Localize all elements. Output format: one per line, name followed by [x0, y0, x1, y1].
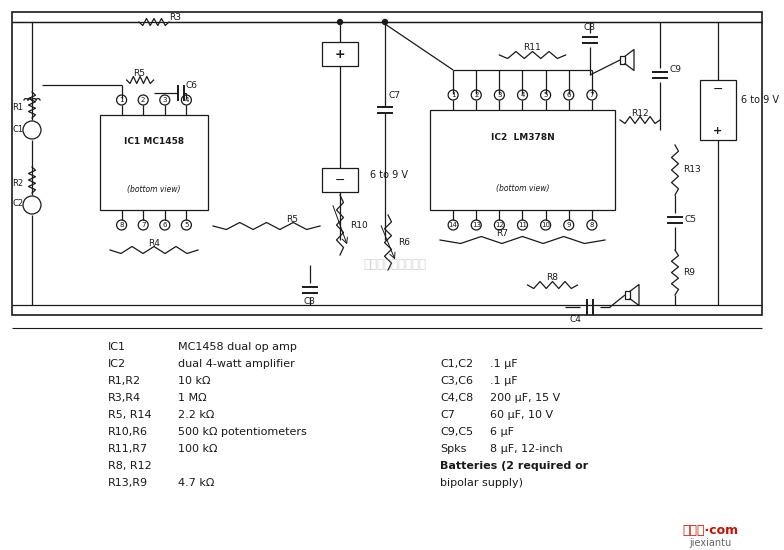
- Text: R11,R7: R11,R7: [108, 444, 148, 454]
- Text: .1 μF: .1 μF: [490, 376, 517, 386]
- Bar: [100, 115, 208, 210]
- Text: MC1458 dual op amp: MC1458 dual op amp: [178, 342, 297, 352]
- Bar: [700, 80, 736, 140]
- Circle shape: [337, 19, 343, 25]
- Bar: [619, 56, 625, 64]
- Text: C2: C2: [13, 200, 24, 208]
- Text: R6: R6: [398, 238, 410, 247]
- Text: 7: 7: [590, 92, 594, 98]
- Text: C9: C9: [670, 65, 682, 74]
- Text: 200 μF, 15 V: 200 μF, 15 V: [490, 393, 561, 403]
- Text: C1,C2: C1,C2: [440, 359, 473, 369]
- Text: Batteries (2 required or: Batteries (2 required or: [440, 461, 588, 471]
- Text: 500 kΩ potentiometers: 500 kΩ potentiometers: [178, 427, 307, 437]
- Text: R5: R5: [286, 214, 298, 223]
- Text: 6 to 9 V: 6 to 9 V: [370, 170, 408, 180]
- Text: R13: R13: [683, 166, 701, 174]
- Text: R1: R1: [13, 103, 24, 113]
- Text: C4,C8: C4,C8: [440, 393, 474, 403]
- Text: R8: R8: [546, 273, 558, 283]
- Circle shape: [383, 19, 387, 25]
- Bar: [322, 42, 358, 66]
- Text: 11: 11: [518, 222, 527, 228]
- Text: (bottom view): (bottom view): [127, 185, 181, 194]
- Text: C9,C5: C9,C5: [440, 427, 473, 437]
- Text: C4: C4: [569, 316, 581, 324]
- Text: 1: 1: [119, 97, 124, 103]
- Text: C3,C6: C3,C6: [440, 376, 473, 386]
- Text: C7: C7: [389, 91, 401, 100]
- Text: +: +: [713, 126, 723, 136]
- Text: 3: 3: [497, 92, 502, 98]
- Text: 14: 14: [448, 222, 458, 228]
- Text: 10: 10: [541, 222, 550, 228]
- Text: R12: R12: [631, 108, 649, 118]
- Text: R10,R6: R10,R6: [108, 427, 148, 437]
- Text: R5: R5: [133, 69, 146, 78]
- Text: R2: R2: [13, 179, 24, 188]
- Text: 5: 5: [543, 92, 548, 98]
- Text: R3: R3: [169, 13, 181, 22]
- Text: R8, R12: R8, R12: [108, 461, 152, 471]
- Text: 4: 4: [521, 92, 524, 98]
- Text: 4.7 kΩ: 4.7 kΩ: [178, 478, 214, 488]
- Text: jiexiantu: jiexiantu: [689, 538, 731, 548]
- Text: C3: C3: [304, 298, 316, 306]
- Bar: [430, 110, 615, 210]
- Text: +: +: [335, 47, 345, 60]
- Text: 12: 12: [495, 222, 504, 228]
- Bar: [322, 168, 358, 192]
- Text: C8: C8: [584, 24, 596, 32]
- Text: 1 MΩ: 1 MΩ: [178, 393, 207, 403]
- Bar: [625, 292, 630, 299]
- Text: C6: C6: [185, 81, 198, 91]
- Text: C7: C7: [440, 410, 455, 420]
- Text: 4: 4: [184, 97, 189, 103]
- Text: 2: 2: [141, 97, 145, 103]
- Text: 析蒙睛科技有限公司: 析蒙睛科技有限公司: [364, 258, 426, 272]
- Text: (bottom view): (bottom view): [495, 184, 550, 192]
- Text: 2.2 kΩ: 2.2 kΩ: [178, 410, 214, 420]
- Text: R7: R7: [496, 228, 509, 238]
- Text: R3,R4: R3,R4: [108, 393, 141, 403]
- Text: IC1: IC1: [108, 342, 126, 352]
- Text: 8 μF, 12-inch: 8 μF, 12-inch: [490, 444, 563, 454]
- Text: 10 kΩ: 10 kΩ: [178, 376, 210, 386]
- Text: C1: C1: [13, 124, 24, 134]
- Text: Spks: Spks: [440, 444, 466, 454]
- Text: 6: 6: [567, 92, 571, 98]
- Text: 6: 6: [162, 222, 167, 228]
- Text: 8: 8: [590, 222, 594, 228]
- Bar: [12, 12, 762, 315]
- Text: 6 to 9 V: 6 to 9 V: [741, 95, 779, 105]
- Text: 接线图·com: 接线图·com: [682, 524, 738, 536]
- Text: .1 μF: .1 μF: [490, 359, 517, 369]
- Text: bipolar supply): bipolar supply): [440, 478, 523, 488]
- Text: 7: 7: [141, 222, 146, 228]
- Text: R11: R11: [524, 43, 542, 52]
- Text: R4: R4: [148, 239, 160, 248]
- Text: 1: 1: [451, 92, 456, 98]
- Text: R10: R10: [350, 221, 368, 229]
- Text: IC2  LM378N: IC2 LM378N: [491, 134, 554, 142]
- Text: C5: C5: [685, 216, 697, 224]
- Text: −: −: [713, 82, 724, 96]
- Text: R13,R9: R13,R9: [108, 478, 148, 488]
- Text: 6 μF: 6 μF: [490, 427, 514, 437]
- Text: 8: 8: [119, 222, 124, 228]
- Text: −: −: [335, 173, 345, 186]
- Text: IC1 MC1458: IC1 MC1458: [124, 137, 184, 146]
- Text: R9: R9: [683, 268, 695, 277]
- Text: 60 μF, 10 V: 60 μF, 10 V: [490, 410, 554, 420]
- Text: 100 kΩ: 100 kΩ: [178, 444, 217, 454]
- Text: R1,R2: R1,R2: [108, 376, 141, 386]
- Text: dual 4-watt amplifier: dual 4-watt amplifier: [178, 359, 295, 369]
- Text: IC2: IC2: [108, 359, 126, 369]
- Text: 9: 9: [567, 222, 571, 228]
- Text: 5: 5: [184, 222, 189, 228]
- Text: 2: 2: [474, 92, 478, 98]
- Text: 3: 3: [162, 97, 167, 103]
- Text: 13: 13: [472, 222, 481, 228]
- Text: R5, R14: R5, R14: [108, 410, 151, 420]
